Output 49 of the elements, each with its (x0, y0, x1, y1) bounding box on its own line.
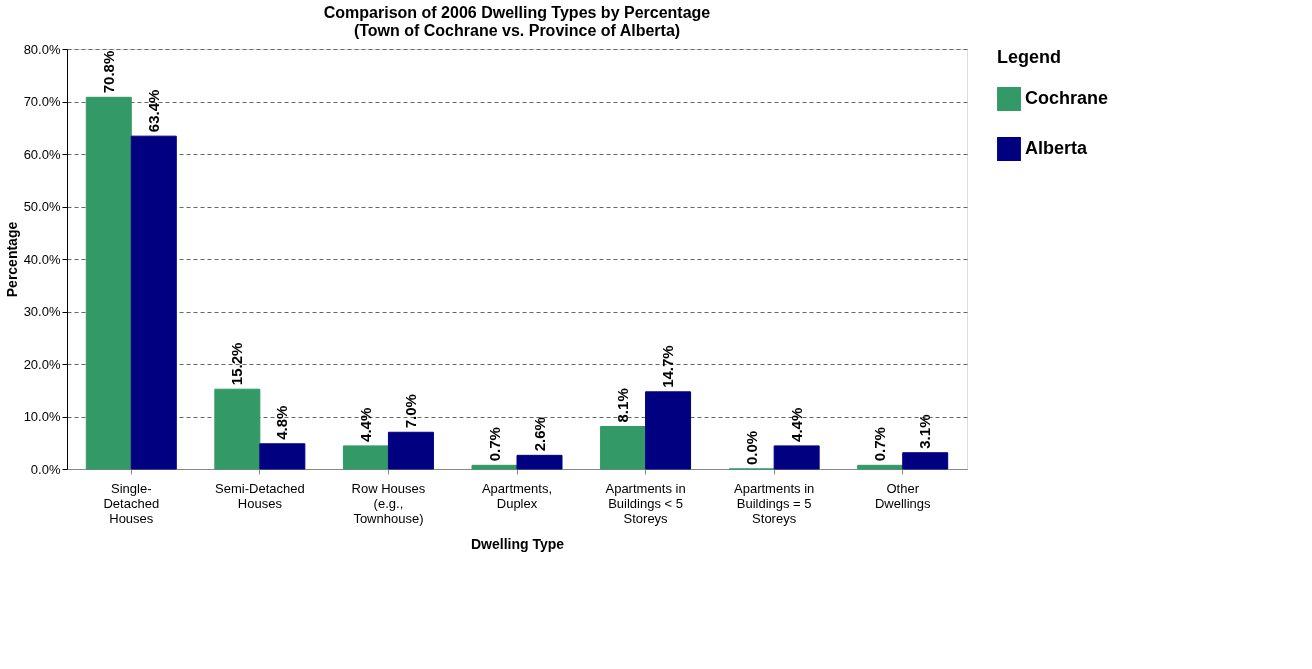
bar (342, 445, 389, 470)
legend-label: Alberta (1025, 138, 1088, 158)
x-tick-label: Other Dwellings (874, 480, 932, 511)
data-label: 4.4% (787, 407, 805, 442)
y-tick-label: 70.0% (23, 94, 61, 109)
bar (645, 391, 692, 470)
data-label: 14.7% (659, 345, 677, 388)
chart-title: Comparison of 2006 Dwelling Types by Percentage (Town of Cochrane vs. Province of Alberta) (323, 4, 711, 39)
x-tick-label: Single-Detached Houses (103, 480, 160, 526)
y-tick-label: 60.0% (23, 146, 61, 162)
bar (471, 464, 518, 470)
data-label: 0.7% (871, 427, 889, 462)
data-label: 4.4% (356, 407, 374, 442)
x-tick-label: Apartments in Buildings = 5 Storeys (734, 480, 815, 526)
legend-title: Legend (997, 47, 1062, 67)
y-tick-label: 30.0% (23, 304, 61, 319)
data-label: 15.2% (228, 342, 246, 386)
bar (214, 388, 261, 470)
x-tick-label: Apartments, Duplex (481, 480, 553, 511)
x-tick-label: Semi-Detached Houses (215, 480, 305, 511)
y-tick-label: 50.0% (23, 199, 61, 214)
bar (857, 464, 904, 470)
bar (902, 452, 949, 470)
bar (600, 425, 647, 470)
y-tick-label: 0.0% (30, 461, 61, 477)
x-tick-label: Row Houses (e.g., Townhouse) (351, 480, 426, 526)
y-tick-label: 80.0% (23, 41, 61, 57)
bar (516, 454, 563, 470)
data-label: 4.8% (273, 405, 291, 440)
bar (259, 443, 306, 470)
y-axis-title: Percentage (3, 221, 20, 298)
data-label: 0.0% (742, 430, 760, 465)
bar (85, 96, 132, 470)
bar (130, 135, 177, 470)
data-label: 63.4% (144, 89, 162, 133)
legend-label: Cochrane (1025, 88, 1109, 108)
data-label: 7.0% (401, 394, 419, 429)
bar (773, 445, 820, 470)
y-tick-label: 40.0% (23, 251, 61, 267)
data-label: 8.1% (614, 388, 632, 423)
data-label: 0.7% (485, 427, 503, 462)
x-tick-label: Apartments in Buildings < 5 Storeys (605, 480, 686, 526)
x-axis-title: Dwelling Type (470, 535, 565, 552)
y-tick-label: 10.0% (23, 409, 61, 424)
bar (387, 431, 434, 470)
data-label: 3.1% (916, 414, 934, 449)
data-label: 2.6% (530, 417, 548, 452)
data-label: 70.8% (99, 50, 117, 94)
y-tick-label: 20.0% (23, 356, 61, 372)
